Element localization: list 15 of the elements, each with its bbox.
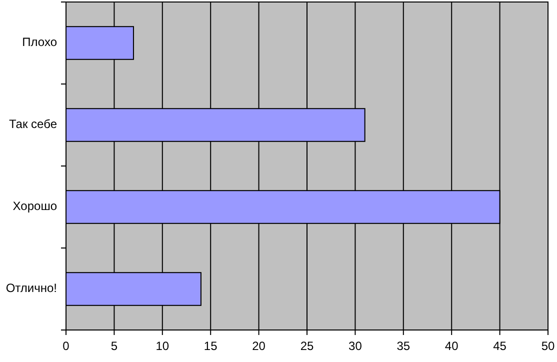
x-tick-label: 25 bbox=[300, 339, 314, 353]
x-tick-label: 5 bbox=[110, 339, 118, 353]
x-tick-label: 15 bbox=[204, 339, 218, 353]
y-tick-label: Хорошо bbox=[12, 199, 58, 214]
x-tick-label: 20 bbox=[252, 339, 266, 353]
y-tick-label: Плохо bbox=[22, 35, 58, 50]
x-tick-label: 50 bbox=[541, 339, 555, 353]
x-tick-label: 35 bbox=[396, 339, 410, 353]
x-tick-label: 45 bbox=[493, 339, 507, 353]
x-tick-label: 10 bbox=[156, 339, 170, 353]
y-tick-label: Так себе bbox=[9, 117, 58, 132]
x-tick-label: 30 bbox=[348, 339, 362, 353]
x-tick-label: 0 bbox=[62, 339, 70, 353]
y-tick-label: Отлично! bbox=[6, 281, 57, 296]
x-tick-label: 40 bbox=[444, 339, 459, 353]
